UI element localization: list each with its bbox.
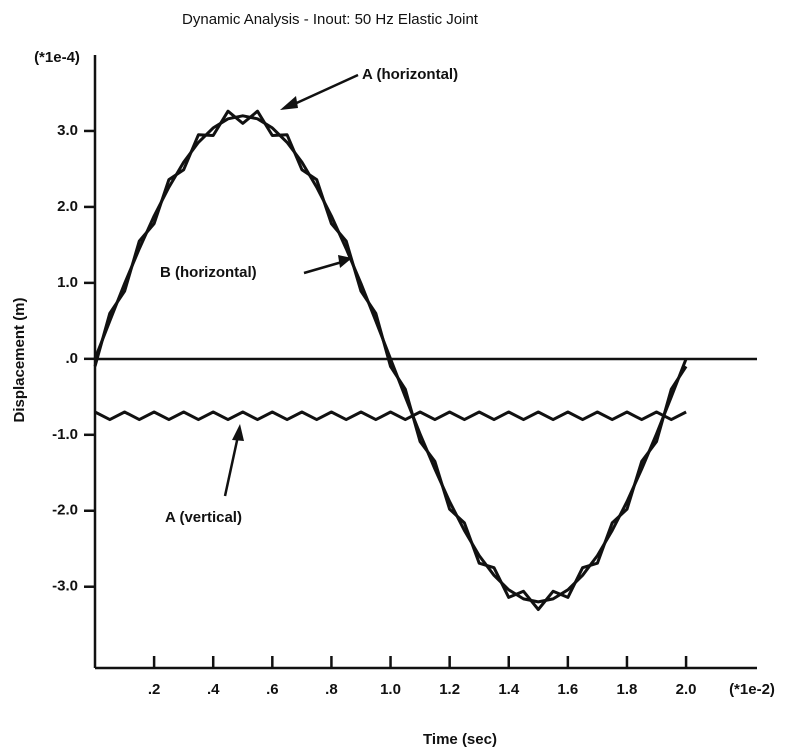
x-tick-label: 1.4 bbox=[498, 681, 520, 698]
y-axis-label: Displacement (m) bbox=[11, 297, 28, 422]
x-unit: (*1e-2) bbox=[729, 681, 775, 698]
series-line bbox=[94, 410, 687, 422]
y-tick-label: .0 bbox=[65, 350, 78, 367]
chart-title: Dynamic Analysis - Inout: 50 Hz Elastic … bbox=[182, 11, 479, 28]
y-tick-label: -2.0 bbox=[52, 502, 78, 519]
y-tick-label: -1.0 bbox=[52, 426, 78, 443]
x-tick-label: .6 bbox=[266, 681, 279, 698]
x-tick-label: .4 bbox=[207, 681, 220, 698]
x-axis-label: Time (sec) bbox=[423, 731, 497, 748]
y-tick-label: 2.0 bbox=[57, 198, 78, 215]
series-line bbox=[93, 114, 688, 604]
annotation-arrow bbox=[303, 260, 343, 275]
annotation: B (horizontal) bbox=[160, 264, 257, 281]
arrowhead bbox=[338, 255, 352, 268]
x-tick-label: .8 bbox=[325, 681, 338, 698]
annotation-arrow bbox=[223, 435, 240, 497]
arrowhead bbox=[232, 424, 244, 441]
y-tick-label: 1.0 bbox=[57, 274, 78, 291]
x-tick-label: 1.6 bbox=[557, 681, 578, 698]
annotation: A (horizontal) bbox=[362, 66, 458, 83]
x-tick-label: 2.0 bbox=[676, 681, 697, 698]
annotation: A (vertical) bbox=[165, 509, 242, 526]
x-tick-label: 1.2 bbox=[439, 681, 460, 698]
x-tick-label: .2 bbox=[148, 681, 161, 698]
y-unit: (*1e-4) bbox=[34, 49, 80, 66]
x-tick-label: 1.8 bbox=[617, 681, 638, 698]
annotation-arrow bbox=[289, 73, 359, 108]
series-line bbox=[93, 109, 688, 611]
y-tick-label: -3.0 bbox=[52, 578, 78, 595]
arrowhead bbox=[280, 96, 298, 110]
x-tick-label: 1.0 bbox=[380, 681, 401, 698]
y-tick-label: 3.0 bbox=[57, 122, 78, 139]
